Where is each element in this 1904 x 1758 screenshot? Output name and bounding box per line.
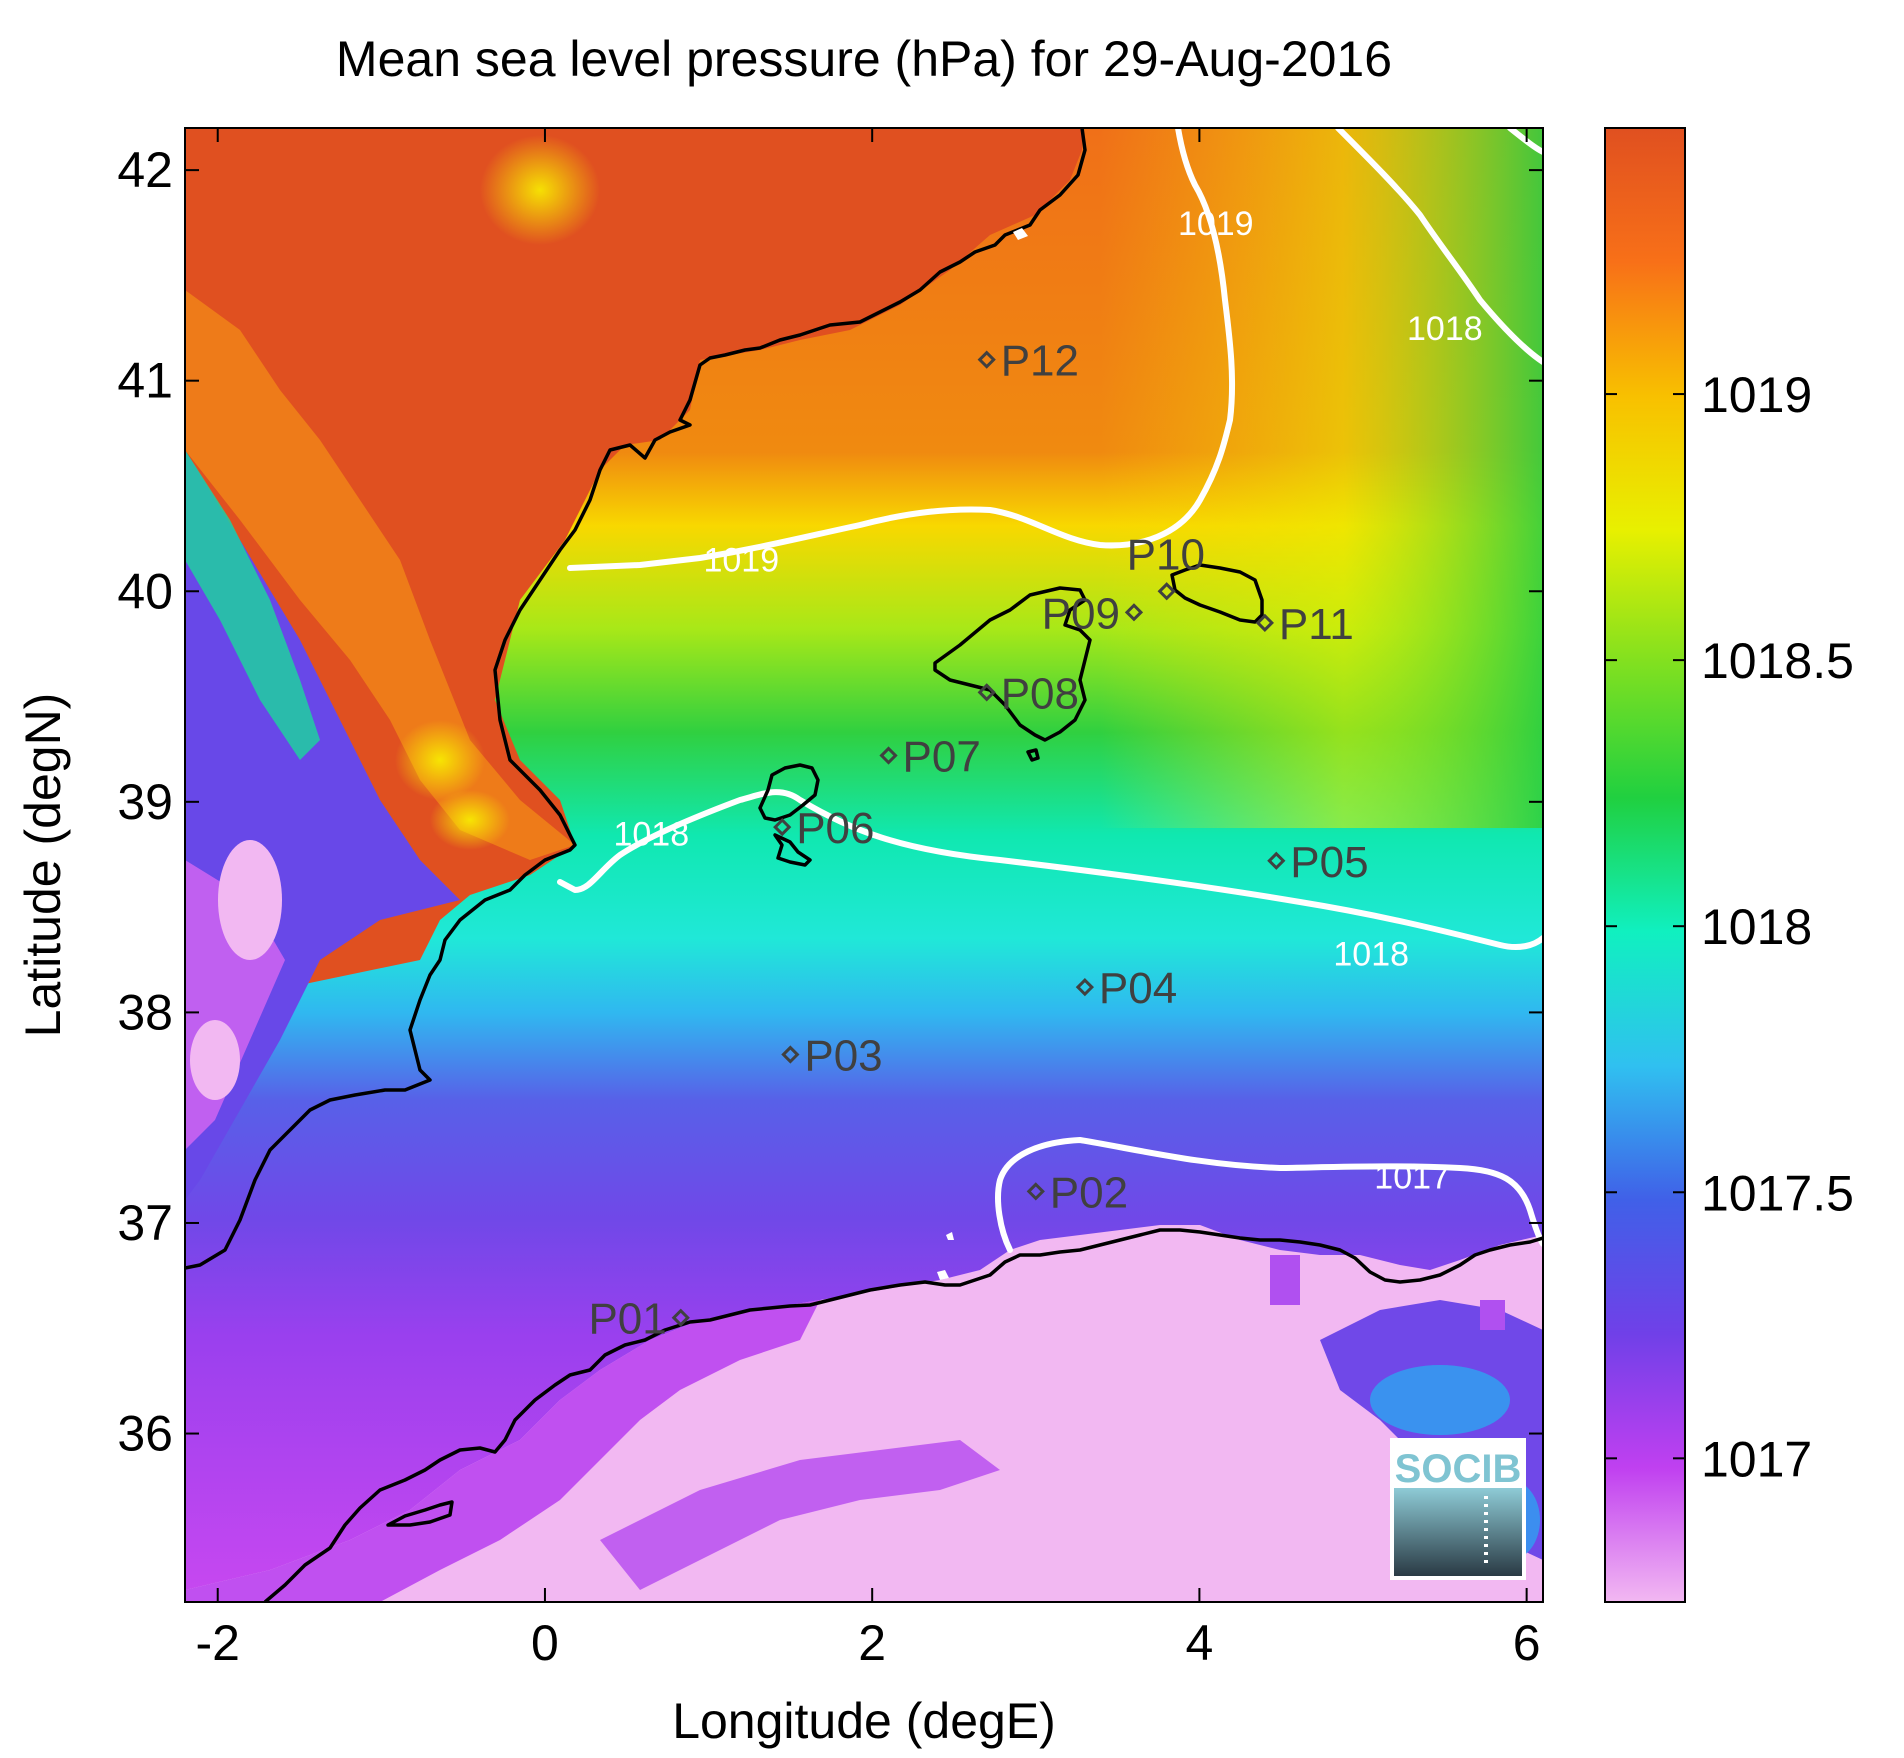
station-marker bbox=[977, 350, 996, 369]
station-marker bbox=[1026, 1182, 1045, 1201]
station-marker bbox=[773, 817, 792, 837]
station-label: P04 bbox=[1099, 964, 1177, 1013]
southwest-pink-patch bbox=[218, 840, 282, 960]
cabrera-coastline bbox=[1026, 748, 1040, 762]
coastlines bbox=[185, 128, 1543, 1602]
contour-1018-south bbox=[557, 789, 1543, 950]
africa-coastal-purple bbox=[185, 1300, 820, 1602]
map-title: Mean sea level pressure (hPa) for 29-Aug… bbox=[336, 31, 1392, 87]
colorbar-tick-label: 1017.5 bbox=[1701, 1165, 1854, 1221]
y-tick-label: 39 bbox=[117, 774, 173, 830]
africa-inland-purple bbox=[600, 1440, 1000, 1590]
contour-1018-northeast bbox=[1335, 128, 1543, 365]
contour-1017 bbox=[995, 1137, 1543, 1253]
x-tick-label: 2 bbox=[858, 1615, 886, 1671]
station-label: P09 bbox=[1042, 589, 1120, 638]
socib-logo: SOCIB bbox=[1390, 1438, 1526, 1580]
contour-label: 1018 bbox=[1333, 935, 1409, 973]
contour-labels: 1019 1019 1018 1018 1018 1017 bbox=[613, 205, 1482, 1197]
colorbar: 1017 1017.5 1018 1018.5 1019 bbox=[1604, 127, 1854, 1603]
y-tick-label: 38 bbox=[117, 984, 173, 1040]
land-yellow-blob-2 bbox=[395, 720, 485, 800]
station-label: P11 bbox=[1279, 600, 1354, 649]
socib-logo-gradient bbox=[1394, 1488, 1522, 1576]
station-label: P10 bbox=[1127, 530, 1205, 579]
station-label: P01 bbox=[588, 1295, 666, 1344]
station-marker bbox=[671, 1308, 690, 1327]
colorbar-tick-label: 1019 bbox=[1701, 367, 1812, 423]
east-sea-field bbox=[1100, 128, 1543, 828]
y-tick-label: 42 bbox=[117, 142, 173, 198]
station-label: P07 bbox=[903, 733, 981, 782]
socib-logo-text: SOCIB bbox=[1395, 1447, 1522, 1491]
station-marker bbox=[977, 683, 996, 702]
plot-area: 1019 1019 1018 1018 1018 1017 P01 P02 P03 P04 P05… bbox=[185, 128, 1543, 1602]
x-tick-label: 4 bbox=[1186, 1615, 1214, 1671]
station-marker bbox=[1157, 582, 1176, 601]
x-tick-label: -2 bbox=[195, 1615, 239, 1671]
ibiza-coastline bbox=[758, 763, 820, 822]
colorbar-tick-label: 1018.5 bbox=[1701, 633, 1854, 689]
islet-africa-1 bbox=[946, 1232, 954, 1240]
station-label: P05 bbox=[1290, 838, 1368, 887]
plot-frame bbox=[184, 127, 1544, 1603]
islet-africa-2 bbox=[937, 1270, 949, 1280]
contour-label: 1017 bbox=[1374, 1159, 1450, 1197]
colorbar-ticks: 1017 1017.5 1018 1018.5 1019 bbox=[1605, 367, 1854, 1487]
x-tick-label: 0 bbox=[531, 1615, 559, 1671]
station-label: P08 bbox=[1001, 669, 1079, 718]
station-label: P03 bbox=[804, 1032, 882, 1081]
station-marker bbox=[1267, 851, 1286, 870]
contour-1019-west bbox=[567, 128, 1236, 571]
alboran-island-coastline bbox=[386, 1500, 454, 1527]
contour-1018-northeast-tip bbox=[1507, 128, 1543, 155]
station-label: P12 bbox=[1001, 337, 1079, 386]
y-tick-label: 40 bbox=[117, 563, 173, 619]
islet-columbretes bbox=[1013, 228, 1028, 240]
contour-label: 1019 bbox=[1178, 205, 1254, 243]
contour-label: 1019 bbox=[703, 542, 779, 580]
x-axis: -2 0 2 4 6 bbox=[195, 128, 1541, 1671]
iberia-coastline bbox=[185, 128, 1087, 1270]
land-yellow-blob-3 bbox=[430, 790, 510, 850]
menorca-coastline bbox=[1170, 563, 1264, 624]
colorbar-tick-label: 1017 bbox=[1701, 1431, 1812, 1487]
iberia-warm-band bbox=[185, 290, 575, 860]
station-marker bbox=[781, 1045, 800, 1064]
station-label: P02 bbox=[1050, 1168, 1128, 1217]
africa-purple-patch bbox=[1270, 1255, 1300, 1305]
contour-label: 1018 bbox=[613, 815, 689, 853]
y-tick-label: 36 bbox=[117, 1406, 173, 1462]
station-marker bbox=[1124, 603, 1144, 622]
colorbar-tick-label: 1018 bbox=[1701, 899, 1812, 955]
station-label: P06 bbox=[796, 804, 874, 853]
x-axis-label: Longitude (degE) bbox=[672, 1693, 1056, 1749]
contour-label: 1018 bbox=[1407, 310, 1483, 348]
africa-purple-patch-2 bbox=[1480, 1300, 1505, 1330]
y-tick-label: 41 bbox=[117, 353, 173, 409]
islet-marks bbox=[937, 228, 1028, 1280]
formentera-coastline bbox=[773, 833, 812, 867]
africa-coastline bbox=[263, 1228, 1543, 1602]
africa-east-cyan bbox=[1370, 1365, 1510, 1435]
y-tick-label: 37 bbox=[117, 1195, 173, 1251]
southwest-pink-patch-2 bbox=[190, 1020, 240, 1100]
land-yellow-blob-1 bbox=[480, 135, 600, 245]
station-marker bbox=[879, 746, 898, 765]
station-marker bbox=[1255, 613, 1274, 632]
west-coast-green-band bbox=[185, 450, 320, 760]
y-axis: 36 37 38 39 40 41 42 bbox=[117, 142, 1543, 1462]
x-tick-label: 6 bbox=[1513, 1615, 1541, 1671]
station-marker bbox=[1075, 978, 1095, 997]
y-axis-label: Latitude (degN) bbox=[15, 693, 71, 1038]
colorbar-gradient bbox=[1604, 127, 1686, 1603]
contour-lines bbox=[557, 128, 1543, 1253]
